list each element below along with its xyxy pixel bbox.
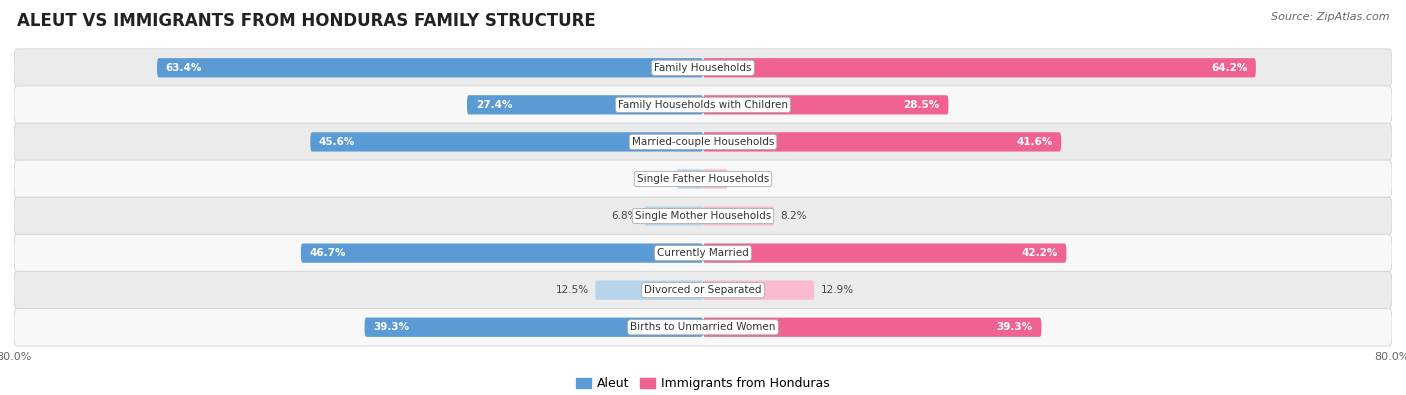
Text: Family Households: Family Households (654, 63, 752, 73)
FancyBboxPatch shape (703, 132, 1062, 152)
FancyBboxPatch shape (14, 271, 1392, 309)
FancyBboxPatch shape (703, 207, 773, 226)
Text: 28.5%: 28.5% (904, 100, 939, 110)
Text: Single Father Households: Single Father Households (637, 174, 769, 184)
Text: 45.6%: 45.6% (319, 137, 356, 147)
FancyBboxPatch shape (14, 86, 1392, 124)
FancyBboxPatch shape (14, 49, 1392, 87)
Text: Divorced or Separated: Divorced or Separated (644, 285, 762, 295)
Legend: Aleut, Immigrants from Honduras: Aleut, Immigrants from Honduras (571, 372, 835, 395)
FancyBboxPatch shape (364, 318, 703, 337)
Text: 39.3%: 39.3% (997, 322, 1033, 332)
FancyBboxPatch shape (14, 234, 1392, 272)
Text: 6.8%: 6.8% (612, 211, 637, 221)
Text: 3.0%: 3.0% (644, 174, 671, 184)
Text: 2.8%: 2.8% (734, 174, 761, 184)
Text: Source: ZipAtlas.com: Source: ZipAtlas.com (1271, 12, 1389, 22)
FancyBboxPatch shape (703, 58, 1256, 77)
FancyBboxPatch shape (703, 318, 1042, 337)
FancyBboxPatch shape (644, 207, 703, 226)
Text: 12.5%: 12.5% (555, 285, 589, 295)
FancyBboxPatch shape (14, 123, 1392, 161)
Text: 39.3%: 39.3% (373, 322, 409, 332)
Text: 46.7%: 46.7% (309, 248, 346, 258)
Text: Family Households with Children: Family Households with Children (619, 100, 787, 110)
Text: 41.6%: 41.6% (1017, 137, 1053, 147)
Text: 27.4%: 27.4% (475, 100, 512, 110)
Text: 12.9%: 12.9% (821, 285, 853, 295)
Text: 8.2%: 8.2% (780, 211, 807, 221)
Text: 64.2%: 64.2% (1211, 63, 1247, 73)
Text: ALEUT VS IMMIGRANTS FROM HONDURAS FAMILY STRUCTURE: ALEUT VS IMMIGRANTS FROM HONDURAS FAMILY… (17, 12, 596, 30)
FancyBboxPatch shape (14, 308, 1392, 346)
FancyBboxPatch shape (703, 95, 949, 115)
Text: Single Mother Households: Single Mother Households (636, 211, 770, 221)
FancyBboxPatch shape (467, 95, 703, 115)
FancyBboxPatch shape (703, 280, 814, 300)
FancyBboxPatch shape (14, 197, 1392, 235)
Text: 63.4%: 63.4% (166, 63, 202, 73)
Text: Births to Unmarried Women: Births to Unmarried Women (630, 322, 776, 332)
Text: 42.2%: 42.2% (1021, 248, 1057, 258)
FancyBboxPatch shape (301, 243, 703, 263)
Text: Currently Married: Currently Married (657, 248, 749, 258)
FancyBboxPatch shape (157, 58, 703, 77)
FancyBboxPatch shape (14, 160, 1392, 198)
FancyBboxPatch shape (703, 243, 1066, 263)
FancyBboxPatch shape (703, 169, 727, 188)
FancyBboxPatch shape (678, 169, 703, 188)
FancyBboxPatch shape (595, 280, 703, 300)
Text: Married-couple Households: Married-couple Households (631, 137, 775, 147)
FancyBboxPatch shape (311, 132, 703, 152)
